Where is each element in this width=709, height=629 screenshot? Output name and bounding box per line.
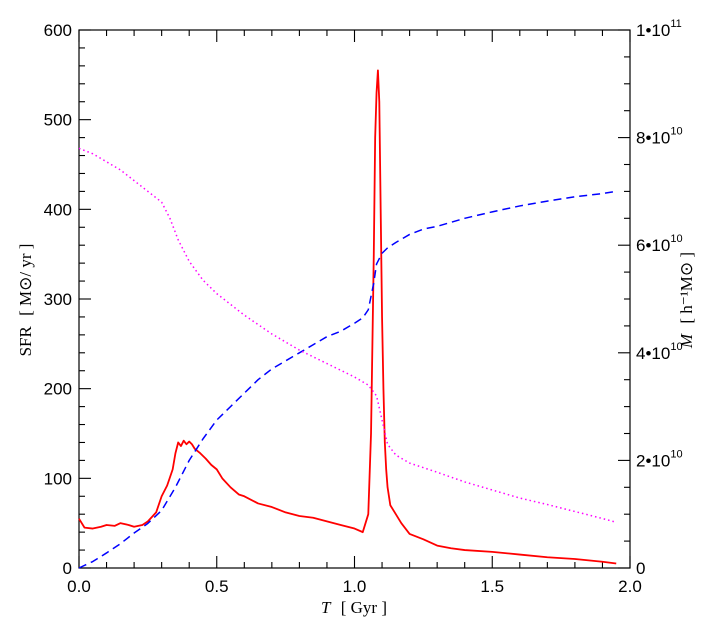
y-tick-label: 200 (44, 380, 72, 399)
y-tick-label: 400 (44, 200, 72, 219)
y-tick-label: 0 (63, 559, 72, 578)
y2-tick-label: 8•1010 (636, 126, 683, 148)
series-line-solid (78, 69, 617, 565)
y-tick-label: 600 (44, 21, 72, 40)
axis-ticks (78, 29, 631, 569)
y2-tick-label: 2•1010 (636, 448, 683, 470)
y-tick-label: 100 (44, 469, 72, 488)
plot-frame (78, 29, 631, 569)
y2-axis-title: M [ h⁻¹M⊙ ] (677, 252, 696, 349)
y2-tick-label: 4•1010 (636, 341, 683, 363)
y-tick-label: 500 (44, 111, 72, 130)
axis-tick-labels: 0.0 0.5 1.0 1.5 2.0010020030040050060002•101… (44, 18, 683, 596)
y-axis-title: SFR [ M⊙/ yr ] (16, 244, 35, 357)
x-tick-label: 2.0 (618, 577, 642, 596)
series-line-dotted (78, 147, 617, 523)
x-tick-label: 1.5 (480, 577, 504, 596)
x-tick-label: 1.0 (343, 577, 367, 596)
series-group (78, 69, 617, 569)
series-line-dashed (78, 190, 617, 569)
y-tick-label: 300 (44, 290, 72, 309)
x-tick-label: 0.5 (205, 577, 229, 596)
y2-tick-label: 6•1010 (636, 233, 683, 255)
y2-tick-label: 1•1011 (636, 18, 682, 40)
y2-tick-label: 0 (636, 559, 645, 578)
x-axis-title: T [ Gyr ] (321, 598, 387, 617)
x-tick-label: 0.0 (67, 577, 91, 596)
